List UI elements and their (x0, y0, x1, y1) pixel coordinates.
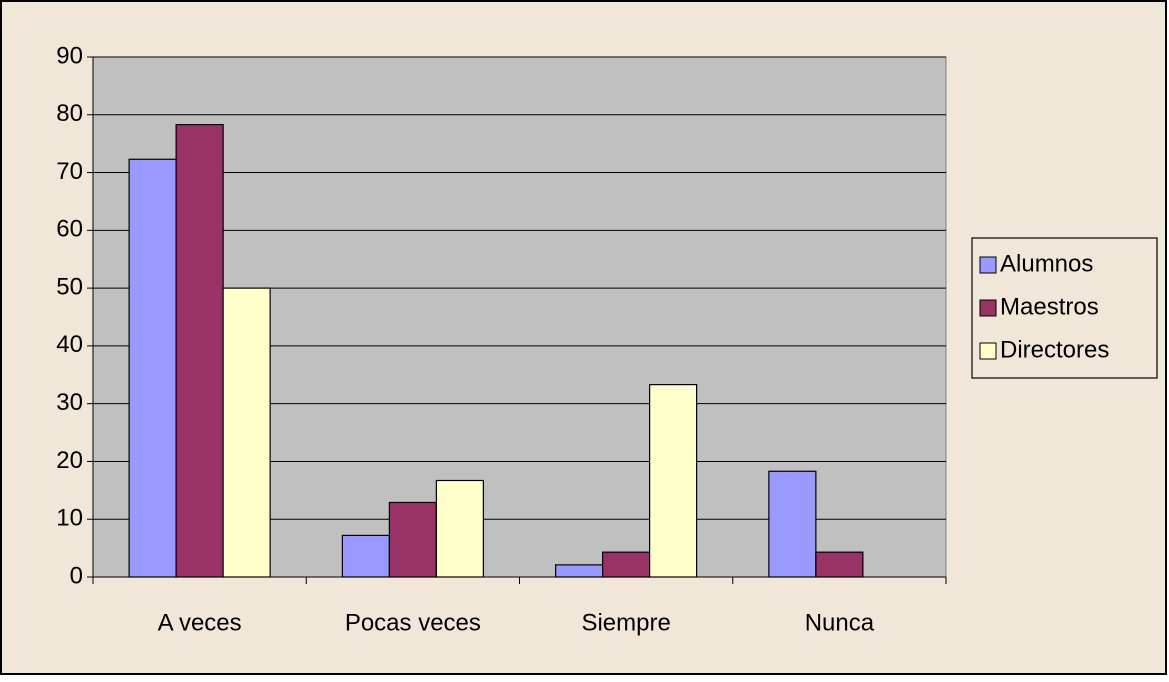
y-tick-label: 30 (56, 389, 83, 416)
legend-box (971, 237, 1158, 379)
x-tick-label: Pocas veces (345, 609, 481, 636)
bar (341, 534, 390, 578)
legend-swatch (979, 299, 997, 317)
bar (128, 158, 177, 578)
bar (649, 384, 698, 578)
legend-swatch (979, 256, 997, 274)
y-tick-label: 90 (56, 42, 83, 69)
y-tick-label: 70 (56, 158, 83, 185)
bar (768, 470, 817, 578)
bar (555, 564, 604, 578)
y-tick-label: 60 (56, 216, 83, 243)
y-tick-label: 0 (70, 562, 83, 589)
legend-label: Directores (1000, 336, 1109, 363)
y-tick-label: 80 (56, 100, 83, 127)
legend-swatch (979, 342, 997, 360)
bar (175, 123, 224, 578)
x-tick-label: Nunca (805, 609, 875, 636)
x-tick-label: Siempre (581, 609, 670, 636)
y-tick-label: 40 (56, 331, 83, 358)
y-tick-label: 20 (56, 447, 83, 474)
bar (388, 501, 437, 578)
legend-label: Maestros (1000, 293, 1099, 320)
legend-label: Alumnos (1000, 250, 1093, 277)
bar (435, 479, 484, 578)
y-tick-label: 50 (56, 273, 83, 300)
x-tick-label: A veces (158, 609, 242, 636)
y-tick-label: 10 (56, 505, 83, 532)
bar (815, 551, 864, 578)
bar (222, 287, 271, 578)
bar (602, 551, 651, 578)
